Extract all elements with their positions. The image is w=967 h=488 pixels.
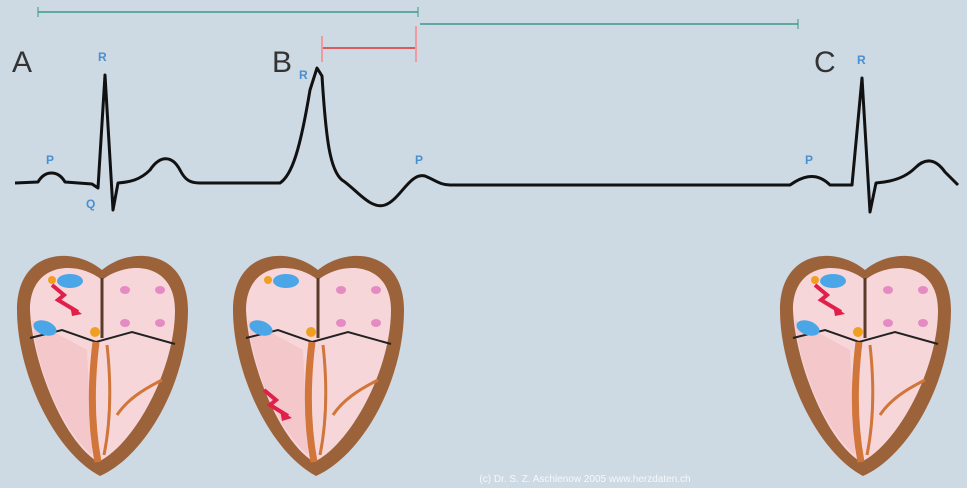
credit: (c) Dr. S. Z. Aschlenow 2005 www.herzdat… (479, 474, 690, 485)
ecg-trace (14, 66, 960, 214)
beat-label: B (272, 46, 292, 79)
wave-label: Q (86, 197, 95, 211)
wave-label: R (299, 68, 308, 82)
wave-label: R (98, 50, 107, 64)
heart (17, 256, 188, 476)
wave-label: P (805, 153, 813, 167)
wave-label: R (857, 53, 866, 67)
wave-label: P (415, 153, 423, 167)
heart (780, 256, 951, 476)
heart (233, 256, 404, 476)
beat-label: C (814, 46, 836, 79)
wave-label: P (46, 153, 54, 167)
intervals (37, 7, 799, 62)
beat-label: A (12, 46, 32, 79)
